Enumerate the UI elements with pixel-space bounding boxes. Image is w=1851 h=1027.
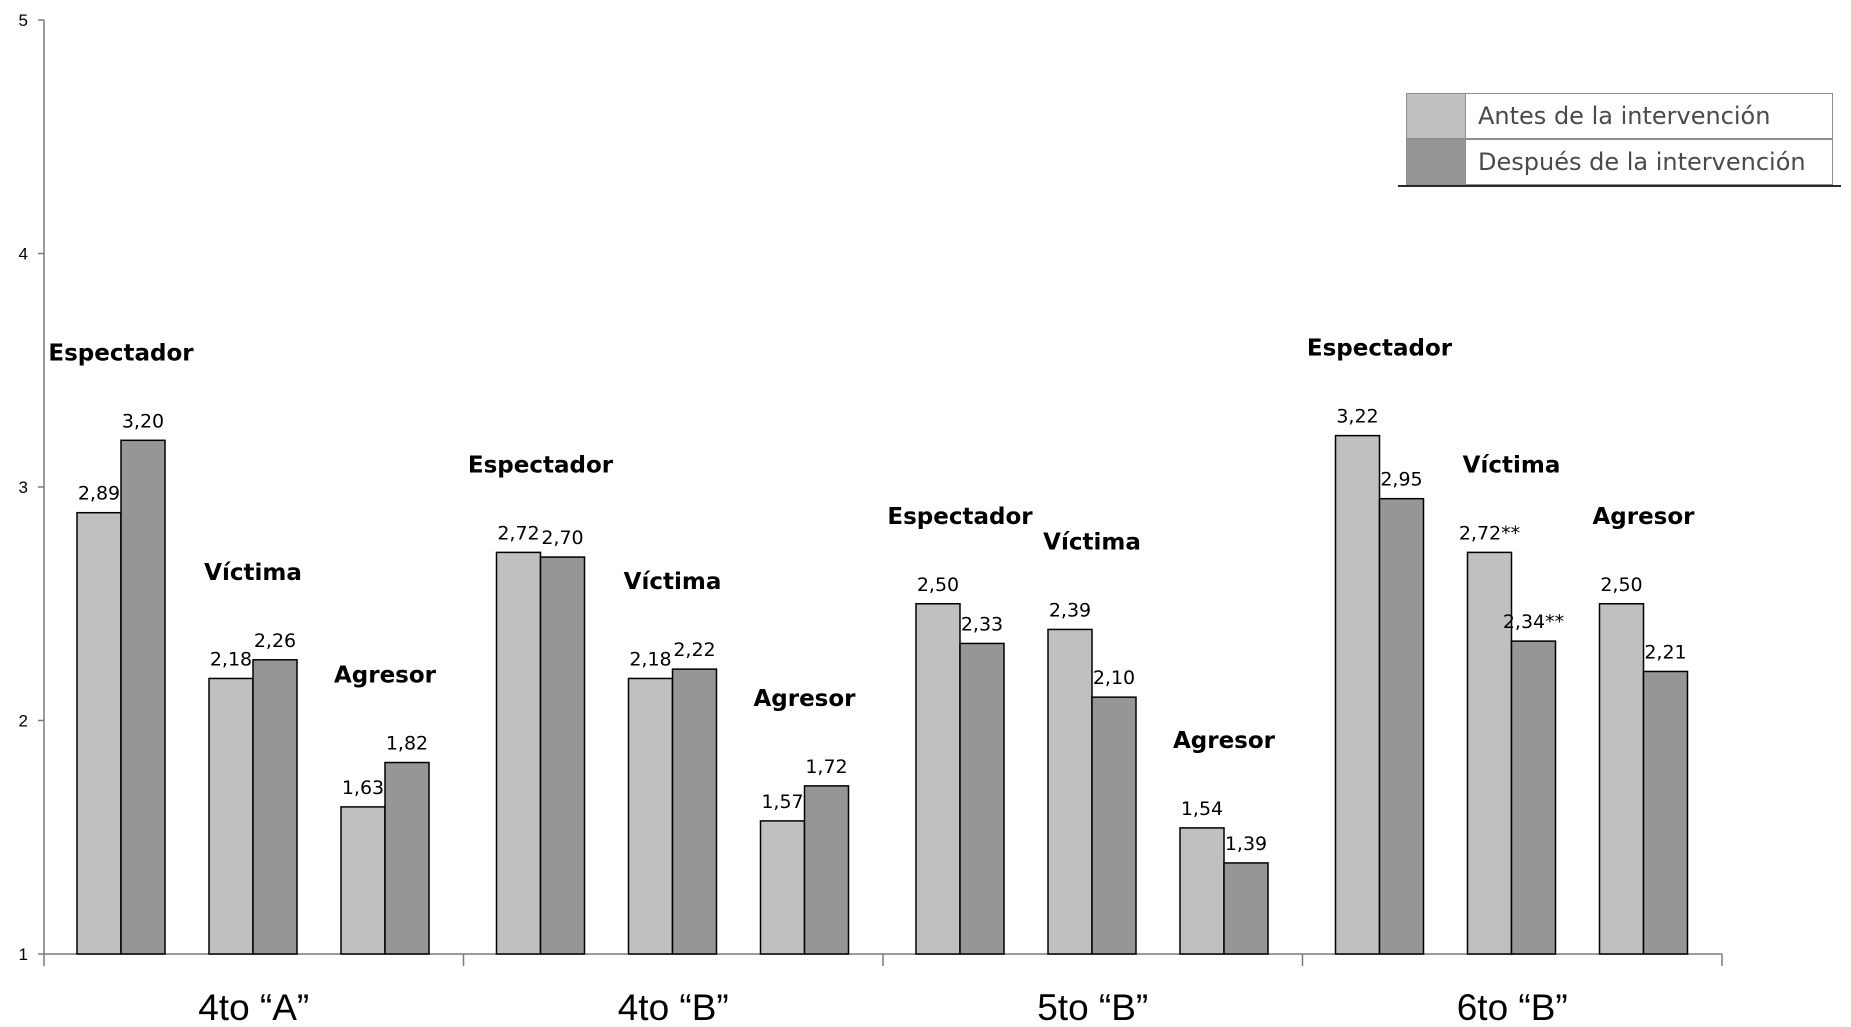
legend: Antes de la intervención Después de la i…	[1398, 93, 1841, 187]
bar	[959, 642, 1005, 955]
data-label: 2,22	[673, 639, 715, 661]
bar	[1510, 640, 1557, 955]
role-label: Espectador	[1307, 336, 1453, 362]
role-label: Espectador	[887, 504, 1033, 530]
data-label: 3,22	[1336, 406, 1378, 428]
data-label: 2,21	[1644, 641, 1686, 663]
bar	[1047, 628, 1093, 955]
y-tick-label: 4	[19, 245, 28, 264]
data-label: 1,57	[761, 791, 803, 813]
bar	[76, 511, 122, 955]
data-label: 1,82	[386, 733, 428, 755]
bar	[1642, 670, 1689, 955]
data-label: 2,39	[1049, 599, 1091, 621]
data-label: 2,95	[1380, 469, 1422, 491]
bar	[495, 551, 542, 955]
bar	[1378, 497, 1425, 955]
bar	[803, 785, 850, 955]
data-label: 2,50	[917, 574, 959, 596]
legend-swatch-after	[1406, 139, 1466, 185]
role-label: Víctima	[1043, 529, 1141, 555]
data-label: 2,26	[254, 630, 296, 652]
data-label: 2,33	[961, 613, 1003, 635]
role-label: Víctima	[204, 560, 302, 586]
y-axis: 1 2 3 4 5	[19, 11, 44, 964]
legend-label-after: Después de la intervención	[1466, 139, 1833, 185]
bar	[120, 439, 166, 955]
bar	[1466, 551, 1513, 955]
bar	[1334, 434, 1381, 955]
legend-item-before: Antes de la intervención	[1406, 93, 1833, 139]
legend-underline	[1398, 185, 1841, 187]
bar	[1598, 603, 1645, 955]
bar	[915, 603, 961, 955]
role-label: Agresor	[1592, 504, 1695, 530]
data-label: 1,63	[342, 777, 384, 799]
bar	[384, 761, 430, 955]
bar	[1223, 862, 1269, 955]
x-axis: 4to “A” 4to “B” 5to “B” 6to “B”	[43, 954, 1723, 1027]
role-label: Espectador	[468, 452, 614, 478]
bar	[252, 659, 298, 955]
data-label: 2,89	[78, 483, 120, 505]
data-label: 2,18	[629, 648, 671, 670]
data-label: 1,54	[1181, 798, 1223, 820]
y-tick-label: 5	[19, 11, 28, 30]
data-label: 2,34**	[1503, 611, 1564, 633]
data-label: 2,72**	[1459, 522, 1520, 544]
bars	[76, 434, 1689, 955]
legend-item-after: Después de la intervención	[1406, 139, 1833, 185]
data-label: 1,72	[805, 756, 847, 778]
data-label: 2,10	[1093, 667, 1135, 689]
legend-label-before: Antes de la intervención	[1466, 93, 1833, 139]
x-category-label: 4to “A”	[198, 987, 309, 1027]
role-label: Agresor	[1173, 728, 1276, 754]
x-category-label: 4to “B”	[618, 987, 729, 1027]
y-tick-label: 3	[19, 478, 28, 497]
data-label: 2,18	[210, 648, 252, 670]
data-label: 2,50	[1600, 574, 1642, 596]
bar	[208, 677, 254, 955]
data-label: 1,39	[1225, 833, 1267, 855]
data-labels: 2,893,20Espectador2,182,26Víctima1,631,8…	[48, 336, 1695, 855]
bar	[671, 668, 718, 955]
role-label: Agresor	[334, 663, 437, 689]
role-label: Víctima	[624, 569, 722, 595]
bar	[340, 806, 386, 955]
role-label: Agresor	[753, 686, 856, 712]
bar	[539, 556, 586, 955]
data-label: 2,70	[541, 527, 583, 549]
x-category-label: 6to “B”	[1457, 987, 1568, 1027]
bar	[1179, 827, 1225, 955]
bar	[1091, 696, 1137, 955]
x-category-label: 5to “B”	[1037, 987, 1148, 1027]
y-tick-label: 2	[19, 712, 28, 731]
bar	[627, 677, 674, 955]
role-label: Espectador	[48, 340, 194, 366]
data-label: 2,72	[497, 522, 539, 544]
data-label: 3,20	[122, 410, 164, 432]
bar	[759, 820, 806, 955]
role-label: Víctima	[1463, 452, 1561, 478]
legend-swatch-before	[1406, 93, 1466, 139]
y-tick-label: 1	[19, 945, 28, 964]
